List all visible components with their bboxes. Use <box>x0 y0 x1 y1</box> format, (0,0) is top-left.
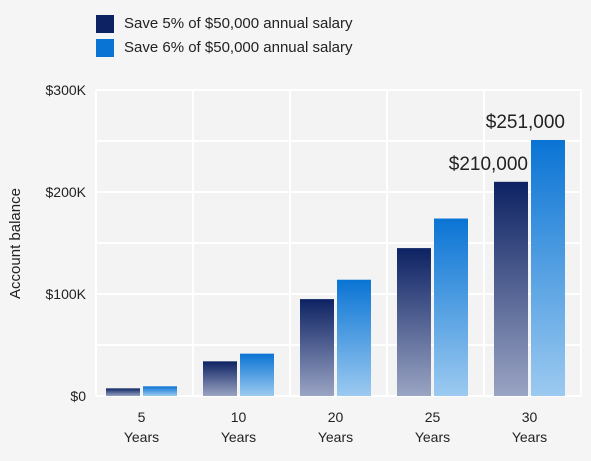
x-tick-label: 20 <box>328 409 344 425</box>
x-tick-label-unit: Years <box>318 429 353 445</box>
bar-series-2-3 <box>337 279 371 396</box>
y-tick-label: $200K <box>46 184 87 200</box>
bar-series-1-2 <box>203 361 237 396</box>
x-tick-label-unit: Years <box>415 429 450 445</box>
data-label: $210,000 <box>449 154 528 175</box>
bar-series-2-2 <box>240 353 274 396</box>
x-tick-label: 30 <box>522 409 538 425</box>
y-tick-label: $300K <box>46 82 87 98</box>
legend-label-5-percent: Save 5% of $50,000 annual salary <box>124 15 353 32</box>
bar-series-1-5 <box>494 181 528 396</box>
bar-series-2-5 <box>531 139 565 397</box>
y-tick-label: $0 <box>70 388 86 404</box>
x-tick-label: 25 <box>425 409 441 425</box>
legend-swatch-5-percent <box>96 14 114 33</box>
legend-item-6-percent: Save 6% of $50,000 annual salary <box>96 38 353 57</box>
x-tick-label-unit: Years <box>124 429 159 445</box>
x-tick-label-unit: Years <box>512 429 547 445</box>
legend-label-6-percent: Save 6% of $50,000 annual salary <box>124 39 353 56</box>
legend-swatch-6-percent <box>96 38 114 57</box>
bar-series-1-3 <box>300 299 334 396</box>
x-tick-label: 10 <box>231 409 247 425</box>
bar-series-1-1 <box>106 388 140 396</box>
chart-legend: Save 5% of $50,000 annual salary Save 6%… <box>96 14 353 62</box>
x-tick-label: 5 <box>138 409 146 425</box>
x-tick-label-unit: Years <box>221 429 256 445</box>
bar-series-2-4 <box>434 218 468 396</box>
bar-series-1-4 <box>397 248 431 396</box>
y-tick-label: $100K <box>46 286 87 302</box>
bar-series-2-1 <box>143 386 177 396</box>
data-label: $251,000 <box>486 112 565 133</box>
legend-item-5-percent: Save 5% of $50,000 annual salary <box>96 14 353 33</box>
